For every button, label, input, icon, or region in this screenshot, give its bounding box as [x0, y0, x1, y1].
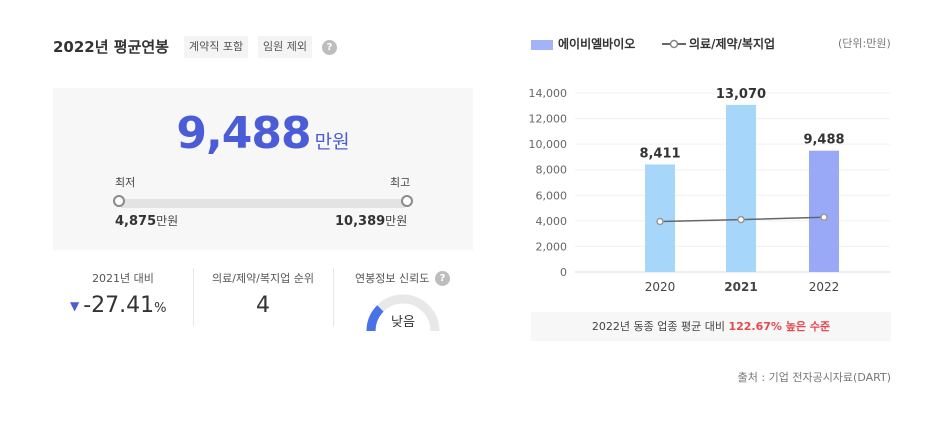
reliability-label: 연봉정보 신뢰도 [355, 272, 430, 285]
change-label: 2021년 대비 [92, 272, 154, 285]
reliability-gauge [366, 294, 440, 332]
min-salary-unit: 만원 [156, 214, 179, 228]
rank-label: 의료/제약/복지업 순위 [212, 272, 314, 285]
y-tick-label: 4,000 [536, 215, 568, 228]
min-salary: 4,875만원 [115, 212, 178, 229]
unit-note: (단위:만원) [838, 37, 891, 50]
bar-value-label: 8,411 [639, 146, 680, 161]
comparison-text: 2022년 동종 업종 평균 대비 [591, 320, 729, 333]
x-tick-label: 2022 [809, 280, 840, 294]
bar-2021 [726, 104, 756, 272]
min-salary-value: 4,875 [115, 214, 157, 229]
reliability-help-icon[interactable]: ? [435, 271, 450, 286]
legend-industry-label: 의료/제약/복지업 [689, 37, 776, 51]
help-icon[interactable]: ? [322, 40, 337, 55]
comparison-summary: 2022년 동종 업종 평균 대비 122.67% 높은 수준 [531, 312, 891, 341]
tag-executive-excluded: 임원 제외 [258, 36, 312, 58]
change-percent-sign: % [154, 301, 167, 316]
max-salary: 10,389만원 [335, 212, 407, 229]
reliability-value: 낮음 [391, 315, 415, 330]
y-tick-label: 0 [560, 266, 567, 279]
max-salary-value: 10,389 [335, 214, 386, 229]
legend-company-label: 에이비엘바이오 [558, 37, 636, 51]
min-knob [113, 195, 125, 207]
year-over-year-change: ▼ -27.41% [70, 293, 167, 318]
bar-value-label: 9,488 [803, 133, 844, 148]
legend-industry-swatch [662, 39, 686, 49]
section-title: 2022년 평균연봉 [53, 38, 169, 56]
y-tick-label: 10,000 [529, 138, 568, 151]
average-salary: 9,488 만원 [53, 108, 473, 159]
legend-company-swatch [531, 40, 553, 50]
stat-divider [333, 268, 334, 326]
x-tick-label: 2021 [724, 280, 757, 294]
industry-average-point [737, 215, 745, 224]
average-salary-panel: 9,488 만원 최저 최고 4,875만원 10,389만원 [53, 88, 473, 250]
industry-average-point [820, 213, 828, 222]
industry-average-point [656, 217, 664, 226]
average-salary-unit: 만원 [314, 131, 350, 153]
y-tick-label: 12,000 [529, 113, 568, 126]
down-arrow-icon: ▼ [70, 299, 80, 313]
tag-contract-included: 계약직 포함 [184, 36, 249, 58]
stat-divider [193, 268, 194, 326]
bar-2022 [809, 150, 839, 272]
max-salary-unit: 만원 [385, 214, 408, 228]
data-source: 출처 : 기업 전자공시자료(DART) [737, 371, 891, 384]
gauge-fill [366, 305, 384, 332]
change-value: -27.41 [83, 293, 155, 318]
average-salary-value: 9,488 [176, 108, 311, 159]
y-tick-label: 2,000 [536, 240, 568, 253]
industry-rank: 4 [256, 293, 270, 318]
x-tick-label: 2020 [645, 280, 676, 294]
comparison-highlight: 122.67% 높은 수준 [728, 320, 831, 333]
y-tick-label: 6,000 [536, 189, 568, 202]
y-tick-label: 8,000 [536, 164, 568, 177]
bar-value-label: 13,070 [716, 87, 766, 102]
salary-range-track [118, 199, 408, 208]
max-label: 최고 [390, 176, 411, 189]
y-tick-label: 14,000 [529, 87, 568, 100]
min-label: 최저 [115, 176, 136, 189]
max-knob [401, 195, 413, 207]
